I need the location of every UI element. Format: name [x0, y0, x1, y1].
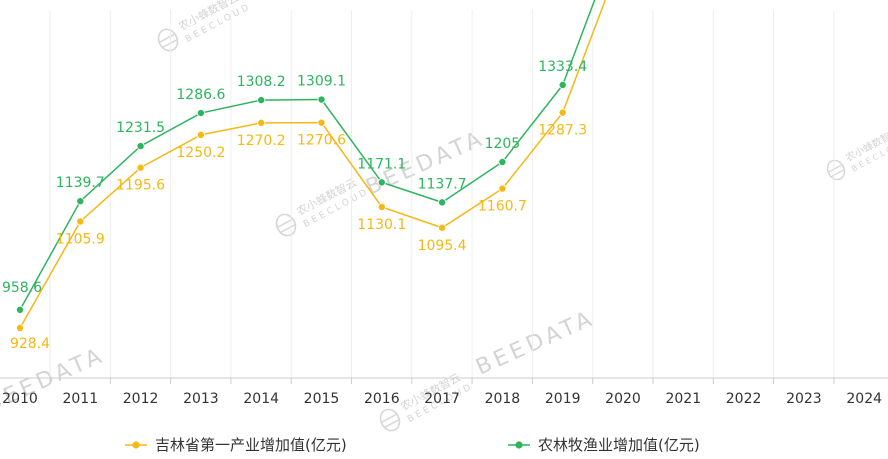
point-1-2018 — [498, 157, 507, 166]
bee-icon — [379, 408, 401, 432]
data-label-1: 1309.1 — [297, 74, 346, 90]
data-label-1: 958.6 — [2, 280, 42, 296]
data-label-1: 1137.7 — [418, 176, 467, 192]
series-layer — [15, 0, 607, 332]
watermark-layer: 农小蜂数智云BEECLOUD农小蜂数智云BEECLOUD农小蜂数智云BEECLO… — [0, 0, 888, 432]
grid-lines — [49, 10, 835, 384]
bee-icon — [157, 28, 179, 52]
data-label-1: 1308.2 — [237, 74, 286, 90]
legend-item-1: 农林牧渔业增加值(亿元) — [508, 436, 700, 454]
point-0-2015 — [317, 118, 326, 127]
x-tick-label: 2022 — [726, 391, 762, 407]
data-label-1: 1205 — [485, 136, 521, 152]
point-1-2013 — [196, 109, 205, 118]
legend-label: 吉林省第一产业增加值(亿元) — [155, 436, 347, 454]
point-1-2017 — [438, 198, 447, 207]
data-label-1: 1286.6 — [176, 87, 225, 103]
x-tick-label: 2019 — [545, 391, 581, 407]
point-1-2014 — [257, 96, 266, 105]
data-label-1: 1333.4 — [538, 59, 587, 75]
data-label-0: 1130.1 — [357, 217, 406, 233]
point-1-2015 — [317, 95, 326, 104]
x-tick-label: 2010 — [2, 391, 38, 407]
data-label-1: 1231.5 — [116, 120, 165, 136]
point-0-2017 — [438, 223, 447, 232]
x-tick-label: 2015 — [304, 391, 340, 407]
legend-swatch-dot — [132, 441, 140, 449]
point-0-2016 — [377, 202, 386, 211]
point-0-2010 — [15, 323, 24, 332]
x-tick-label: 2020 — [605, 391, 641, 407]
watermark-data-text: BEEDATA — [472, 306, 599, 381]
point-1-2019 — [558, 80, 567, 89]
point-0-2011 — [76, 217, 85, 226]
x-tick-label: 2012 — [123, 391, 159, 407]
data-label-1: 1171.1 — [357, 156, 406, 172]
legend: 吉林省第一产业增加值(亿元) 农林牧渔业增加值(亿元) — [125, 436, 700, 454]
legend-item-0: 吉林省第一产业增加值(亿元) — [125, 436, 347, 454]
data-label-1: 1139.7 — [56, 175, 105, 191]
x-tick-label: 2021 — [665, 391, 701, 407]
x-tick-label: 2011 — [62, 391, 98, 407]
x-tick-label: 2023 — [786, 391, 822, 407]
legend-swatch-dot — [515, 441, 523, 449]
point-1-2016 — [377, 178, 386, 187]
data-labels-layer: 928.4 1105.9 1195.6 1250.2 1270.2 1270.6 1130.… — [2, 59, 587, 352]
point-0-2012 — [136, 163, 145, 172]
legend-label: 农林牧渔业增加值(亿元) — [538, 436, 700, 454]
point-1-2012 — [136, 142, 145, 151]
data-label-0: 1095.4 — [418, 238, 467, 254]
data-label-0: 1250.2 — [176, 145, 225, 161]
x-tick-label: 2016 — [364, 391, 400, 407]
point-0-2013 — [196, 130, 205, 139]
point-1-2011 — [76, 197, 85, 206]
x-axis: 2010 2011 2012 2013 2014 2015 2016 2017 2018 2019… — [0, 377, 888, 407]
bee-icon — [826, 159, 846, 181]
data-label-0: 1105.9 — [56, 231, 105, 247]
data-label-0: 1160.7 — [478, 199, 527, 215]
data-label-0: 1287.3 — [538, 123, 587, 139]
point-0-2014 — [257, 118, 266, 127]
x-tick-label: 2018 — [485, 391, 521, 407]
data-label-0: 1270.2 — [237, 133, 286, 149]
bee-icon — [275, 213, 297, 237]
point-0-2018 — [498, 184, 507, 193]
data-label-0: 1195.6 — [116, 178, 165, 194]
point-0-2019 — [558, 108, 567, 117]
x-tick-label: 2014 — [243, 391, 279, 407]
x-tick-label: 2017 — [424, 391, 460, 407]
x-tick-label: 2024 — [846, 391, 882, 407]
point-1-2010 — [15, 305, 24, 314]
data-label-0: 928.4 — [10, 336, 50, 352]
data-label-0: 1270.6 — [297, 133, 346, 149]
x-tick-label: 2013 — [183, 391, 219, 407]
